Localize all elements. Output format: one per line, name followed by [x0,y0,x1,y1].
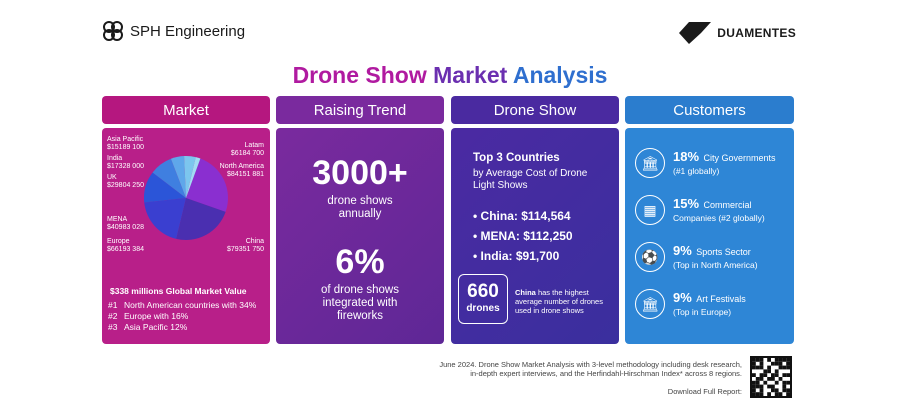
drones-note: China has the highest average number of … [515,288,603,315]
duamentes-logo: DUAMENTES [679,22,796,44]
customers-panel: 🏛 18% City Governments (#1 globally) ▦ 15… [625,128,794,344]
footer-note: June 2024. Drone Show Market Analysis wi… [380,360,742,396]
footer-line-1: June 2024. Drone Show Market Analysis wi… [439,360,742,369]
country-item: • India: $91,700 [473,249,560,263]
pie-slice-india [170,156,186,198]
market-panel: Asia Pacific $15189 100 India $17328 000 U… [102,128,270,344]
pie-slice-north-america [186,158,228,212]
duamentes-logo-text: DUAMENTES [717,26,796,40]
country-item: • China: $114,564 [473,209,571,223]
title-part-3: Analysis [512,62,608,88]
rank-row: #3 Asia Pacific 12% [108,322,188,332]
drone-shows-text: drone shows annually [327,195,393,220]
download-report-label: Download Full Report: [667,387,742,396]
pie-slice-asia-pacific [184,156,196,198]
top-countries-subtitle: by Average Cost of Drone Light Shows [473,168,588,191]
top-countries-title: Top 3 Countries [473,152,560,164]
trend-header: Raising Trend [276,96,444,124]
pie-label-europe: Europe $66193 384 [107,238,144,253]
pie-label-asia-pacific: Asia Pacific $15189 100 [107,136,144,151]
country-item: • MENA: $112,250 [473,229,573,243]
customer-row-city-governments: 🏛 18% City Governments (#1 globally) [635,148,776,178]
market-ranks: #1 North American countries with 34% #2 Eu… [108,300,256,333]
drones-badge: 660 drones [458,274,508,324]
rank-row: #2 Europe with 16% [108,311,189,321]
sph-logo-icon [103,21,123,41]
show-header: Drone Show [451,96,619,124]
sph-logo: SPH Engineering [102,20,245,42]
ball-icon: ⚽ [635,242,665,272]
market-header: Market [102,96,270,124]
duamentes-logo-icon [679,22,712,44]
pie-slice-china [176,198,226,240]
title-part-1: Drone Show [292,62,427,88]
pie-label-china: China $79351 750 [227,238,264,253]
qr-code[interactable] [750,356,792,398]
pie-label-mena: MENA $40983 028 [107,216,144,231]
pie-label-india: India $17328 000 [107,155,144,170]
drones-number: 660 [467,281,499,302]
fireworks-text: of drone shows integrated with fireworks [321,284,399,322]
sph-logo-text: SPH Engineering [130,22,246,40]
pie-slice-latam [186,157,201,198]
building-icon: 🏛 [635,148,665,178]
footer-line-2: in-depth expert interviews, and the Herf… [470,369,742,378]
show-panel: Top 3 Countries by Average Cost of Drone… [451,128,619,344]
fireworks-stat: 6% [335,243,385,281]
pie-label-north-america: North America $84151 881 [219,163,264,178]
global-market-value: $338 millions Global Market Value [110,286,247,296]
title-part-2: Market [433,62,508,88]
museum-icon: 🏛 [635,289,665,319]
customers-header: Customers [625,96,794,124]
market-pie-chart [144,156,228,240]
pie-slice-europe [144,198,186,239]
page-title: Drone Show Market Analysis [0,62,900,89]
pie-label-latam: Latam $6184 700 [230,142,264,157]
customer-row-sports: ⚽ 9% Sports Sector (Top in North America) [635,242,758,272]
pie-slice-mena [144,172,186,203]
pie-slice-uk [152,158,186,198]
drone-shows-stat: 3000+ [312,154,408,192]
country-list: • China: $114,564 • MENA: $112,250 • Ind… [473,206,573,266]
trend-panel: 3000+ drone shows annually 6% of drone s… [276,128,444,344]
drones-word: drones [466,303,500,314]
pie-label-uk: UK $29804 250 [107,174,144,189]
customer-row-commercial: ▦ 15% Commercial Companies (#2 globally) [635,195,765,225]
customer-row-art-festivals: 🏛 9% Art Festivals (Top in Europe) [635,289,746,319]
commercial-icon: ▦ [635,195,665,225]
rank-row: #1 North American countries with 34% [108,300,257,310]
